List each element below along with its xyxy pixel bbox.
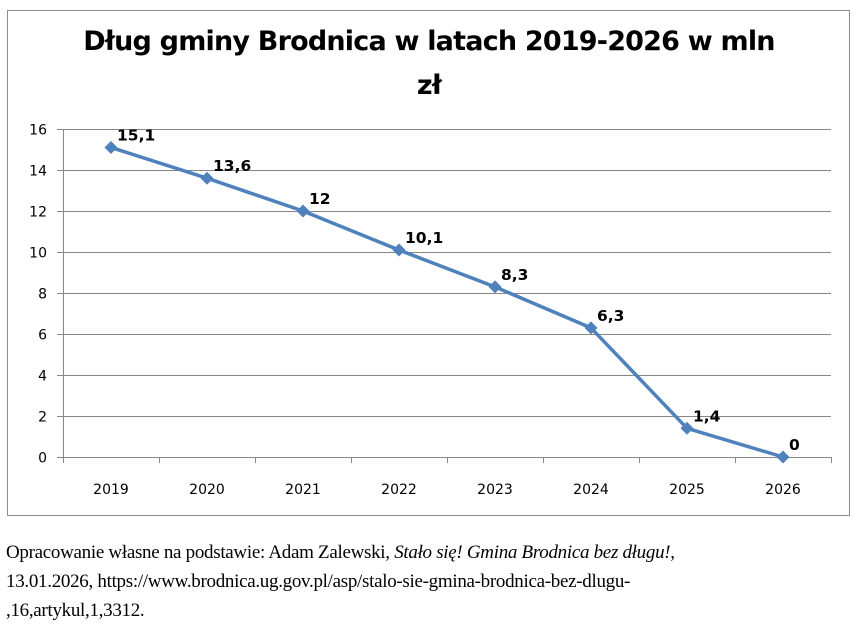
- y-tick-label: 0: [38, 451, 47, 467]
- series-debt: [104, 140, 790, 464]
- series-line: [110, 145, 784, 459]
- chart-title-line-1: Dług gminy Brodnica w latach 2019-2026 w…: [83, 26, 775, 57]
- source-prefix: Opracowanie własne na podstawie: Adam Za…: [6, 542, 395, 563]
- x-tick-label: 2024: [573, 482, 609, 498]
- y-tick-label: 2: [38, 410, 47, 426]
- y-tick-label: 6: [38, 328, 47, 344]
- y-tick-label: 4: [38, 369, 47, 385]
- y-tick-label: 14: [29, 164, 47, 180]
- data-point-marker: [488, 280, 502, 294]
- x-tick-label: 2026: [765, 482, 801, 498]
- data-labels: 15,1 13,6 12 10,1 8,3 6,3 1,4 0: [117, 126, 800, 454]
- x-tick-label: 2021: [285, 482, 321, 498]
- y-tick-label: 10: [29, 246, 47, 262]
- y-tick-label: 16: [29, 123, 47, 139]
- x-tick-label: 2025: [669, 482, 705, 498]
- data-label: 12: [309, 190, 331, 208]
- y-tick-label: 8: [38, 287, 47, 303]
- y-tick-label: 12: [29, 205, 47, 221]
- axes: [63, 129, 832, 463]
- source-date-url: 13.01.2026, https://www.brodnica.ug.gov.…: [6, 571, 631, 592]
- data-label: 8,3: [501, 266, 528, 284]
- source-note: Opracowanie własne na podstawie: Adam Za…: [6, 538, 856, 625]
- data-point-marker: [104, 140, 118, 154]
- chart-title-line-2: zł: [416, 70, 442, 101]
- x-tick-label: 2022: [381, 482, 417, 498]
- data-label: 15,1: [117, 126, 155, 144]
- data-label: 1,4: [693, 407, 721, 425]
- data-label: 13,6: [213, 157, 251, 175]
- data-label: 6,3: [597, 307, 624, 325]
- data-point-marker: [392, 243, 406, 257]
- x-tick-label: 2020: [189, 482, 225, 498]
- x-axis-tick-labels: 2019 2020 2021 2022 2023 2024 2025 2026: [93, 482, 801, 498]
- x-tick-label: 2019: [93, 482, 129, 498]
- data-point-marker: [584, 321, 598, 335]
- data-point-marker: [776, 450, 790, 464]
- data-point-marker: [296, 204, 310, 218]
- data-point-marker: [200, 171, 214, 185]
- data-label: 10,1: [405, 229, 443, 247]
- x-tick-label: 2023: [477, 482, 513, 498]
- data-point-marker: [680, 421, 694, 435]
- y-axis-tick-labels: 0 2 4 6 8 10 12 14 16: [29, 123, 47, 467]
- source-article-title: Stało się! Gmina Brodnica bez długu!: [394, 542, 671, 563]
- source-line1-suffix: ,: [670, 542, 675, 563]
- source-url-tail: ,16,artykul,1,3312.: [6, 600, 145, 621]
- chart-title: Dług gminy Brodnica w latach 2019-2026 w…: [0, 20, 858, 108]
- data-label: 0: [789, 436, 800, 454]
